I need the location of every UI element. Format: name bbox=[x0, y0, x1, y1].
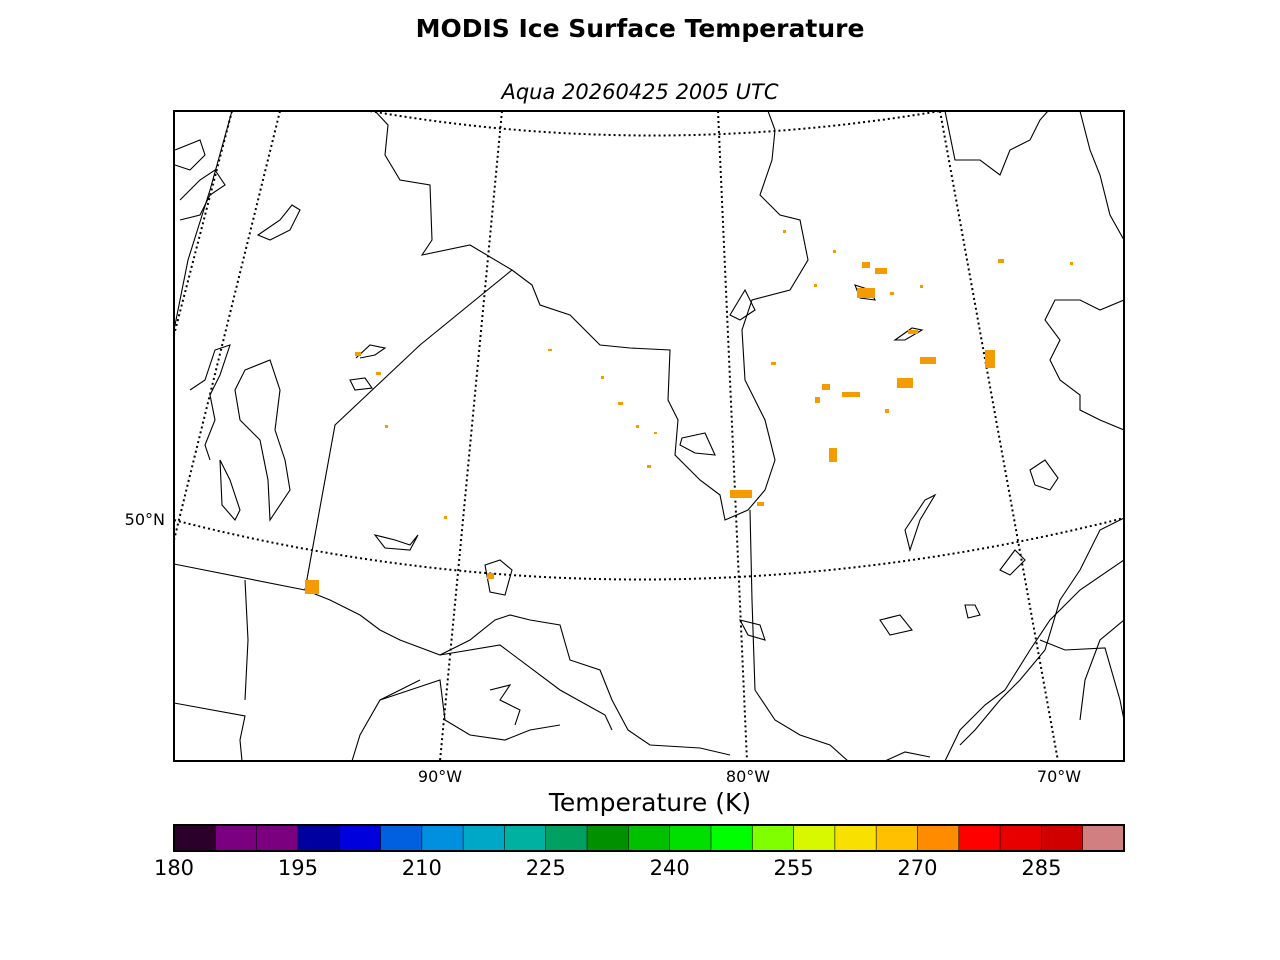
colorbar-tick-label: 210 bbox=[401, 856, 442, 880]
colorbar-tick-label: 195 bbox=[277, 856, 318, 880]
colorbar-cell bbox=[752, 825, 795, 851]
colorbar-cell bbox=[628, 825, 671, 851]
colorbar-tick-label: 285 bbox=[1021, 856, 1062, 880]
colorbar-tick-label: 225 bbox=[525, 856, 566, 880]
colorbar-cell bbox=[297, 825, 340, 851]
colorbar-cell bbox=[256, 825, 299, 851]
ice-pixels bbox=[305, 230, 1073, 594]
colorbar-cell bbox=[876, 825, 918, 851]
colorbar-cell bbox=[793, 825, 836, 851]
colorbar-cell bbox=[1000, 825, 1042, 851]
colorbar-cell bbox=[669, 825, 712, 851]
colorbar-cell bbox=[1082, 825, 1125, 851]
map-frame bbox=[173, 110, 1125, 762]
colorbar-cell bbox=[958, 825, 1001, 851]
colorbar-frame bbox=[173, 824, 1125, 852]
colorbar-cell bbox=[463, 825, 505, 851]
colorbar-tick-label: 240 bbox=[649, 856, 690, 880]
colorbar-cell bbox=[174, 825, 216, 851]
chart-title: MODIS Ice Surface Temperature bbox=[415, 14, 865, 43]
colorbar-cell bbox=[1041, 825, 1084, 851]
colorbar-tick-label: 180 bbox=[153, 856, 195, 880]
colorbar-cell bbox=[421, 825, 464, 851]
colorbar-cell bbox=[545, 825, 588, 851]
colorbar-cell bbox=[587, 825, 629, 851]
colorbar-cell bbox=[215, 825, 258, 851]
colorbar-label: Temperature (K) bbox=[548, 788, 752, 817]
graticule bbox=[174, 111, 1124, 761]
colorbar-cell bbox=[339, 825, 382, 851]
lon-label-70w: 70°W bbox=[1036, 767, 1082, 786]
lon-label-90w: 90°W bbox=[417, 767, 463, 786]
chart-subtitle: Aqua 20260425 2005 UTC bbox=[501, 80, 779, 104]
colorbar-cell bbox=[710, 825, 753, 851]
coastlines bbox=[174, 111, 1124, 761]
colorbar-cell bbox=[504, 825, 547, 851]
lat-label-50n: 50°N bbox=[124, 510, 165, 529]
colorbar-tick-label: 255 bbox=[773, 856, 814, 880]
colorbar-tick-label: 270 bbox=[897, 856, 938, 880]
colorbar-cell bbox=[917, 825, 960, 851]
lon-label-80w: 80°W bbox=[725, 767, 771, 786]
colorbar-cell bbox=[834, 825, 877, 851]
colorbar-cell bbox=[380, 825, 423, 851]
